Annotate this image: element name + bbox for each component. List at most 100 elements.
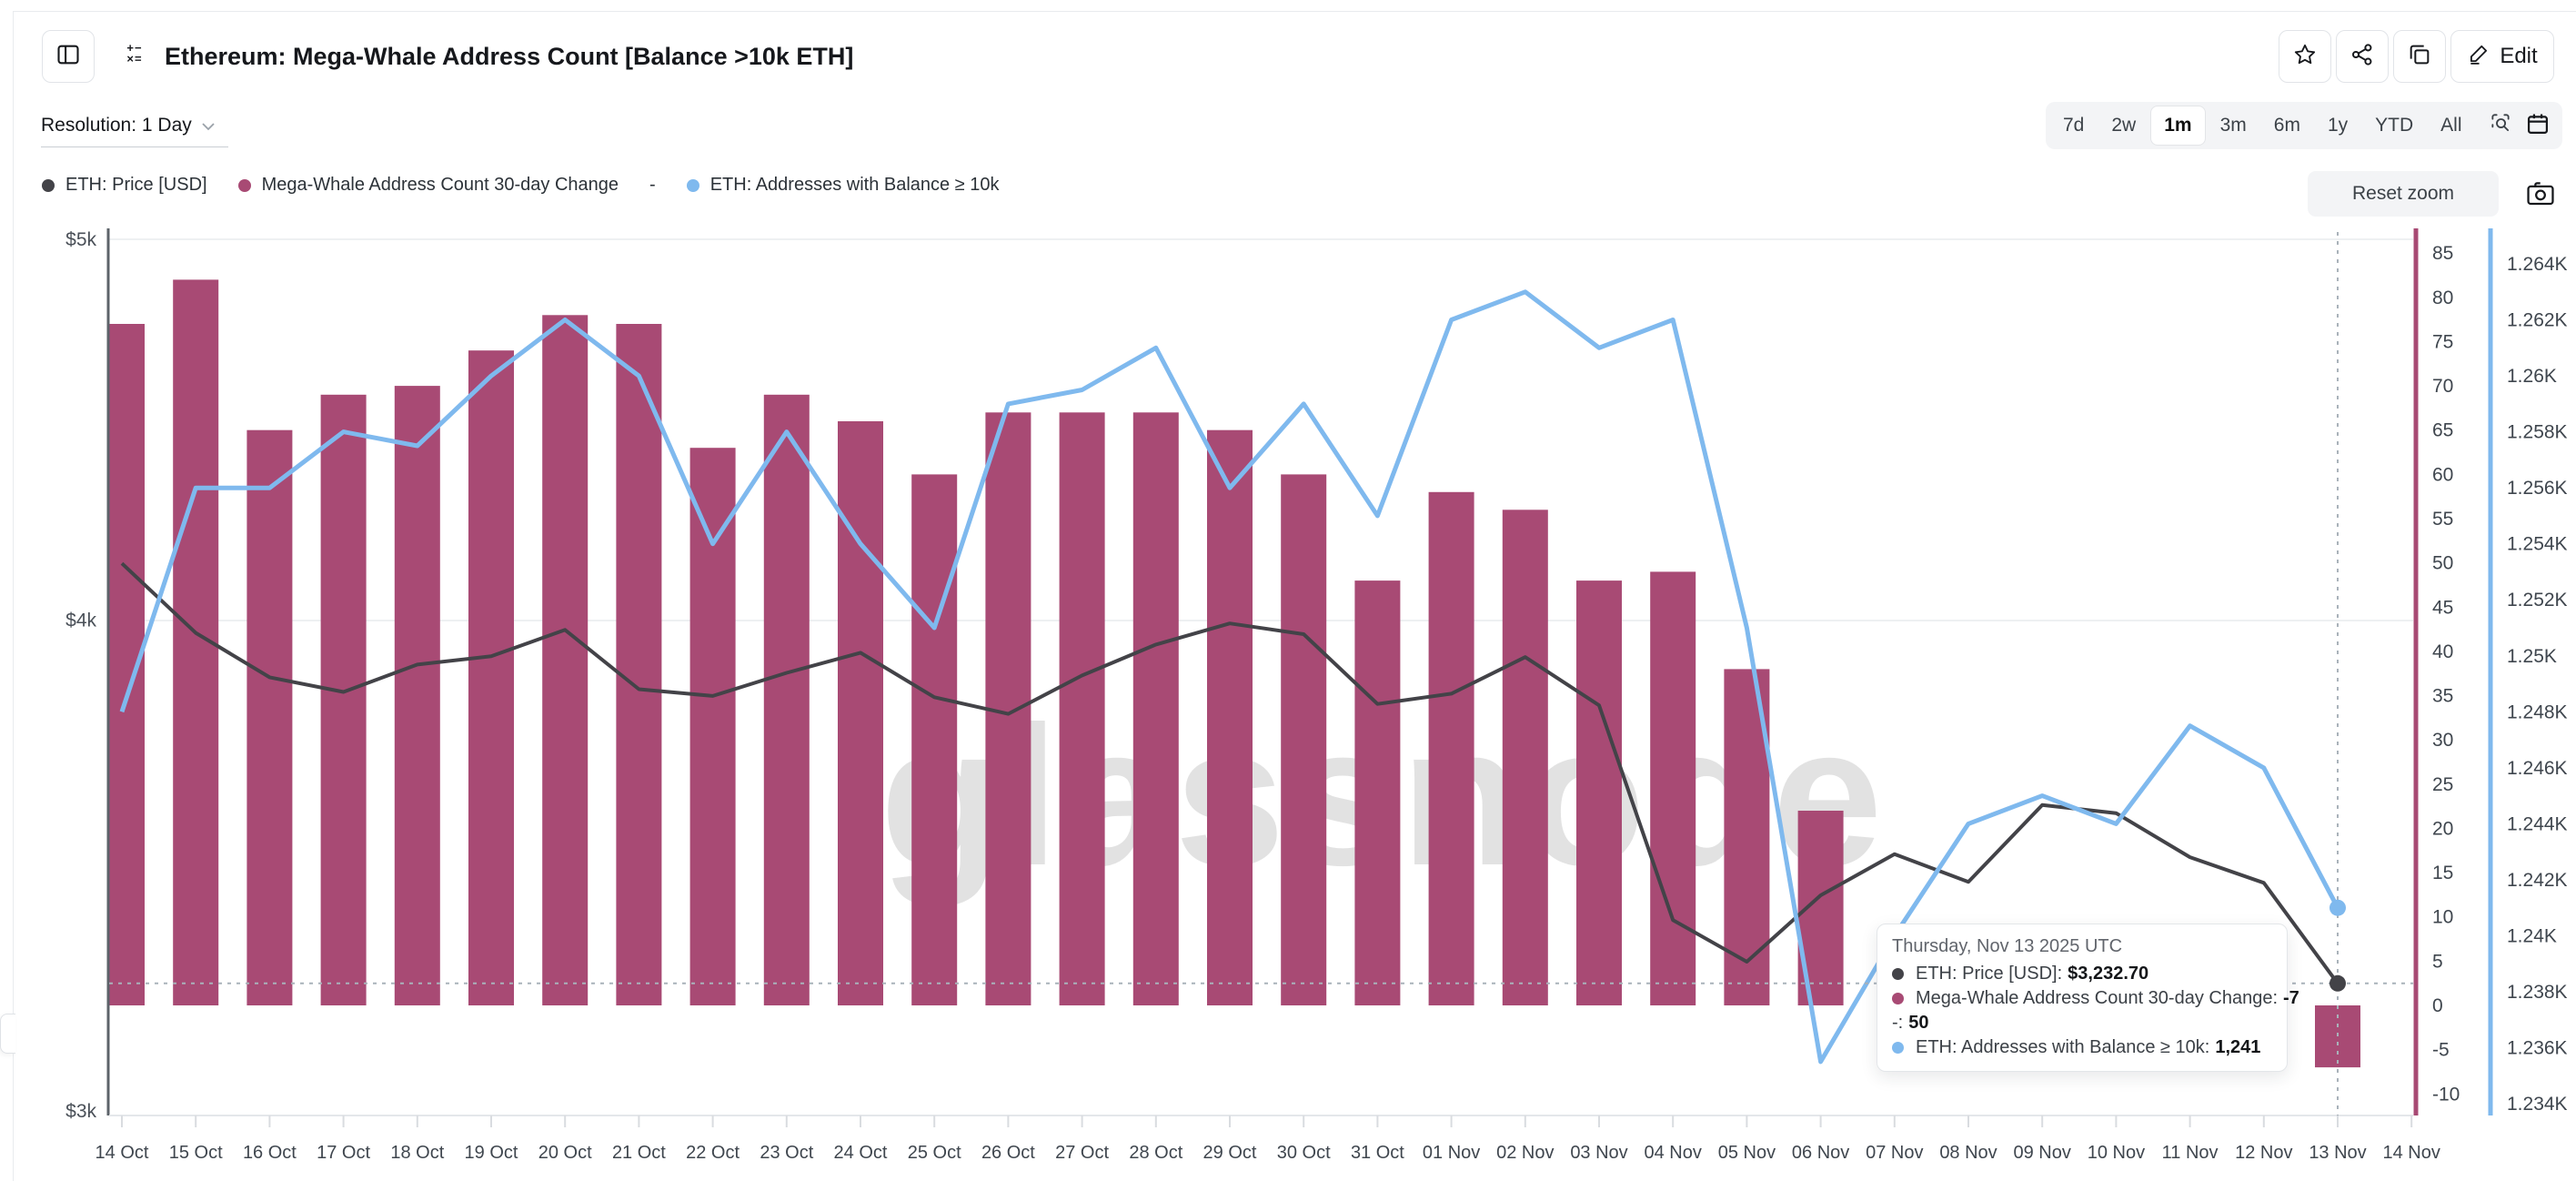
bar-01-Nov [1428,491,1474,1005]
svg-text:19 Oct: 19 Oct [465,1143,518,1163]
screenshot-button[interactable] [2518,173,2563,215]
svg-text:30 Oct: 30 Oct [1277,1143,1331,1163]
tooltip-row-addresses: ETH: Addresses with Balance ≥ 10k: 1,241 [1892,1037,2272,1058]
resolution-dropdown[interactable]: Resolution: 1 Day [41,115,228,147]
svg-text:1.258K: 1.258K [2507,422,2568,443]
svg-text:-10: -10 [2432,1084,2460,1105]
edit-button[interactable]: Edit [2450,30,2554,83]
svg-text:28 Oct: 28 Oct [1129,1143,1182,1163]
reset-zoom-button[interactable]: Reset zoom [2308,171,2499,217]
legend-item-eth-price[interactable]: ETH: Price [USD] [42,175,207,196]
range-button-6m[interactable]: 6m [2261,106,2313,146]
svg-text:20 Oct: 20 Oct [538,1143,592,1163]
svg-text:12 Nov: 12 Nov [2235,1143,2292,1163]
svg-text:17 Oct: 17 Oct [317,1143,370,1163]
svg-text:1.24K: 1.24K [2507,926,2557,947]
bar-29-Oct [1207,429,1253,1005]
svg-text:1.242K: 1.242K [2507,870,2568,891]
bar-17-Oct [320,394,367,1005]
svg-text:20: 20 [2432,819,2453,840]
x-axis-ticks: 14 Oct 15 Oct 16 Oct 17 Oct 18 Oct 19 Oct 20 O… [96,1115,2440,1163]
svg-text:25 Oct: 25 Oct [908,1143,961,1163]
svg-text:70: 70 [2432,376,2453,397]
legend-item-dash[interactable]: - [649,175,656,195]
page-title: Ethereum: Mega-Whale Address Count [Bala… [165,43,854,70]
series-dot-addresses [686,178,699,192]
calendar-button[interactable] [2513,102,2562,149]
svg-text:14 Oct: 14 Oct [96,1143,149,1163]
bar-30-Oct [1281,474,1327,1005]
svg-text:1.264K: 1.264K [2507,254,2568,275]
svg-text:50: 50 [2432,553,2453,574]
svg-text:$3k: $3k [65,1101,96,1122]
svg-text:08 Nov: 08 Nov [1939,1143,1997,1163]
svg-text:15: 15 [2432,863,2453,883]
svg-text:13 Nov: 13 Nov [2309,1143,2366,1163]
svg-text:11 Nov: 11 Nov [2162,1143,2219,1163]
panel-left-icon [55,42,81,72]
svg-text:1.262K: 1.262K [2507,310,2568,331]
svg-text:1.246K: 1.246K [2507,758,2568,779]
tooltip-addresses-value: 1,241 [2215,1037,2261,1057]
svg-text:$5k: $5k [65,229,96,250]
svg-text:25: 25 [2432,774,2453,795]
svg-text:1.234K: 1.234K [2507,1094,2568,1115]
copy-icon [2407,42,2432,72]
svg-text:16 Oct: 16 Oct [243,1143,297,1163]
bar-16-Oct [247,429,293,1005]
tooltip-dash-value: 50 [1908,1013,1929,1033]
sidebar-toggle-button[interactable] [42,30,95,83]
tooltip-price-label: ETH: Price [USD]: [1916,964,2063,984]
svg-text:14 Nov: 14 Nov [2383,1143,2440,1163]
calendar-icon [2525,111,2551,141]
magnifier-area-icon [2489,111,2512,140]
svg-text:02 Nov: 02 Nov [1496,1143,1554,1163]
svg-text:55: 55 [2432,509,2453,530]
range-button-1y[interactable]: 1y [2315,106,2360,146]
addresses-line[interactable] [119,289,2340,1065]
bar-21-Oct [616,324,662,1005]
svg-text:24 Oct: 24 Oct [834,1143,888,1163]
svg-text:40: 40 [2432,641,2453,662]
bar-22-Oct [689,448,736,1005]
metric-formula-icon: +− ×= [126,41,143,66]
bar-19-Oct [468,350,514,1005]
share-icon [2350,42,2375,72]
range-button-1m[interactable]: 1m [2150,106,2206,146]
bar-20-Oct [542,315,589,1005]
svg-text:80: 80 [2432,288,2453,308]
svg-text:1.25K: 1.25K [2507,646,2557,667]
time-range-bar: 7d 2w 1m 3m 6m 1y YTD All [2046,102,2531,149]
range-button-2w[interactable]: 2w [2098,106,2148,146]
range-button-ytd[interactable]: YTD [2362,106,2426,146]
range-button-7d[interactable]: 7d [2050,106,2097,146]
tooltip-dash-label: -: [1892,1013,1904,1033]
svg-text:1.252K: 1.252K [2507,590,2568,611]
mega-whale-series-dot [1892,993,1904,1004]
svg-text:75: 75 [2432,332,2453,353]
tooltip-row-dash: -: 50 [1892,1013,2272,1034]
legend-item-mega-whale-change[interactable]: Mega-Whale Address Count 30-day Change [237,175,619,196]
duplicate-button[interactable] [2393,30,2446,83]
legend-item-addresses[interactable]: ETH: Addresses with Balance ≥ 10k [686,175,1000,196]
svg-text:03 Nov: 03 Nov [1570,1143,1627,1163]
svg-text:60: 60 [2432,464,2453,485]
share-button[interactable] [2336,30,2389,83]
svg-text:1.254K: 1.254K [2507,534,2568,555]
sidebar-collapse-handle[interactable] [0,1014,15,1054]
svg-text:06 Nov: 06 Nov [1792,1143,1849,1163]
eth-price-line[interactable] [120,561,2340,984]
svg-text:1.244K: 1.244K [2507,813,2568,834]
zoom-area-button[interactable] [2476,106,2525,146]
bar-03-Nov [1576,580,1622,1005]
range-button-all[interactable]: All [2428,106,2474,146]
svg-text:23 Oct: 23 Oct [760,1143,813,1163]
price-axis-labels: $5k $4k $3k [65,229,96,1122]
range-button-3m[interactable]: 3m [2208,106,2259,146]
tooltip-mega-whale-value: -7 [2283,988,2299,1008]
favorite-button[interactable] [2279,30,2331,83]
svg-text:1.236K: 1.236K [2507,1038,2568,1059]
resolution-label: Resolution: 1 Day [41,115,192,136]
